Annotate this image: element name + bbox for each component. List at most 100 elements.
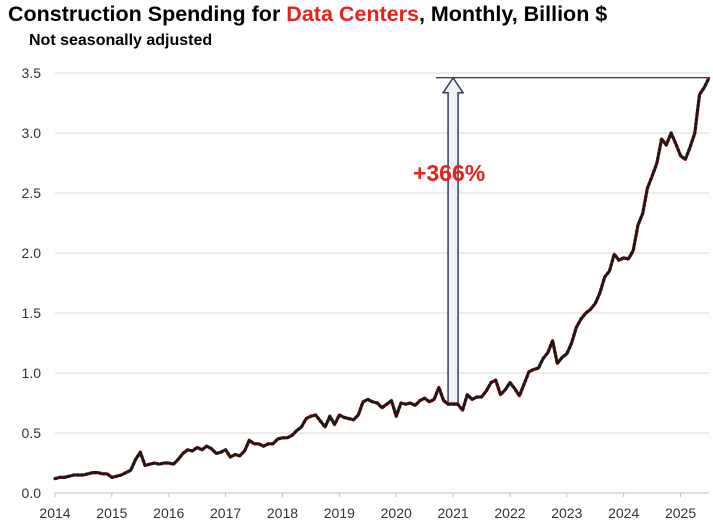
data-point [641,212,644,215]
data-point [660,138,663,140]
data-point [253,442,255,445]
data-point [513,387,516,390]
data-point [404,403,407,406]
y-tick-label: 2.5 [22,185,42,201]
x-tick-label: 2014 [39,505,70,521]
data-point [646,187,649,190]
data-point [115,475,118,478]
data-point [362,400,364,403]
data-point [191,450,194,452]
data-point [120,474,123,476]
data-point [689,146,691,149]
data-point [381,406,383,409]
data-point [357,414,360,416]
data-point [679,154,682,157]
data-point [257,442,260,445]
data-point [305,417,308,420]
data-point [674,142,677,145]
data-point [419,399,421,402]
data-point [238,454,241,457]
data-point [248,439,251,442]
data-point [276,438,279,440]
x-tick-label: 2020 [381,505,412,521]
data-point [68,475,71,478]
data-point [163,462,165,464]
data-point [599,291,601,294]
x-tick-label: 2025 [665,505,696,521]
data-point [210,447,213,450]
data-point [547,351,549,354]
data-point [656,162,658,164]
y-tick-label: 1.0 [22,365,42,381]
data-point [528,370,530,373]
data-point [111,476,113,479]
x-tick-label: 2021 [438,505,469,521]
x-tick-label: 2016 [153,505,184,521]
data-point [442,399,445,402]
data-point [139,451,142,454]
data-point [272,442,274,445]
data-point [570,342,573,344]
growth-arrow [441,76,465,404]
y-tick-label: 2.0 [22,245,42,261]
x-tick-label: 2024 [608,505,639,521]
data-point [575,326,578,329]
data-point [613,253,616,256]
data-point [333,423,336,426]
data-point [343,416,345,419]
data-point [523,382,526,385]
data-point [584,312,587,314]
y-tick-label: 0.5 [22,425,42,441]
data-point [542,357,544,360]
data-point [698,93,701,96]
data-point [347,417,350,420]
data-point [267,442,270,445]
data-point [532,368,535,371]
data-point [400,402,402,404]
data-point [693,132,696,134]
data-point [684,158,687,161]
data-point [414,404,417,407]
data-point [622,256,625,259]
data-point [82,474,85,476]
data-point [537,367,540,370]
data-point [580,318,582,320]
data-point [376,402,379,404]
data-point [352,418,355,421]
data-point [452,403,454,406]
data-point [509,381,511,384]
data-point [395,415,398,418]
data-point [87,472,90,475]
data-point [201,448,203,451]
data-point [456,403,459,406]
chart-title-highlight: Data Centers [286,2,419,26]
data-point [77,474,80,476]
data-point [73,474,75,476]
data-point [229,456,232,458]
data-point [54,477,56,480]
data-point [409,402,412,404]
data-point [366,398,369,401]
growth-annotation-label: +366% [413,160,485,186]
data-point [447,403,450,406]
data-point [485,390,488,392]
data-point [310,415,312,418]
data-point [551,339,554,342]
data-point [167,462,170,464]
chart-title: Construction Spending for Data Centers, … [8,2,607,27]
data-point [518,394,521,397]
data-point [182,452,184,455]
x-tick-label: 2017 [210,505,241,521]
data-point [291,434,293,437]
data-point [627,258,630,260]
data-point [319,420,322,422]
data-point [385,403,388,406]
data-point [96,471,99,474]
y-tick-label: 3.5 [22,65,42,81]
data-point [101,472,104,475]
series-line [54,77,711,481]
data-point [466,393,469,396]
data-point [172,463,175,466]
chart-title-prefix: Construction Spending for [8,2,287,26]
data-point [670,132,672,134]
